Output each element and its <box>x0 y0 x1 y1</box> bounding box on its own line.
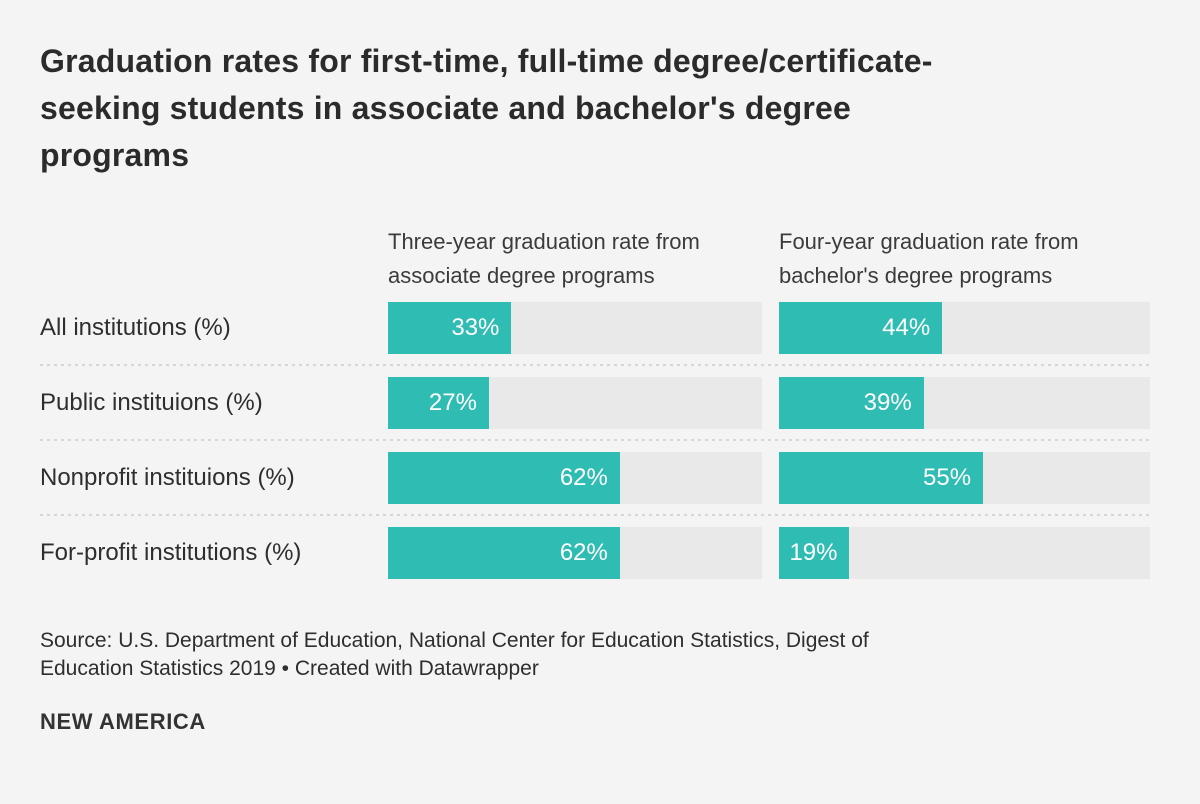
chart-title-line: seeking students in associate and bachel… <box>40 90 851 126</box>
column-header-bachelor: Four-year graduation rate from bachelor'… <box>779 229 1079 288</box>
chart-title-line: programs <box>40 137 190 173</box>
row-label: Nonprofit instituions (%) <box>40 464 295 491</box>
bar-track-associate: 27% <box>388 377 762 429</box>
chart-row: All institutions (%) 33% 44% <box>40 302 1150 354</box>
datawrapper-credit-link[interactable]: Created with Datawrapper <box>294 657 539 680</box>
bar-value-label: 62% <box>559 464 608 491</box>
row-label: Public instituions (%) <box>40 389 263 416</box>
bar-value-label: 62% <box>559 539 608 566</box>
chart-row: For-profit institutions (%) 62% 19% <box>40 527 1150 579</box>
bar-value-label: 44% <box>882 314 931 341</box>
source-line: Source: U.S. Department of Education, Na… <box>40 627 960 683</box>
bar-fill-associate: 27% <box>388 377 489 429</box>
bar-track-bachelor: 44% <box>779 302 1150 354</box>
row-label: For-profit institutions (%) <box>40 539 302 566</box>
chart-row: Public instituions (%) 27% 39% <box>40 377 1150 429</box>
bar-value-label: 19% <box>789 539 838 566</box>
chart-title: Graduation rates for first-time, full-ti… <box>40 38 1150 179</box>
bar-track-associate: 62% <box>388 527 762 579</box>
bar-fill-associate: 62% <box>388 452 620 504</box>
bar-track-associate: 62% <box>388 452 762 504</box>
bar-fill-bachelor: 19% <box>779 527 850 579</box>
column-header-associate: Three-year graduation rate from associat… <box>388 229 700 288</box>
column-header-spacer <box>40 225 371 293</box>
bullet-separator: • <box>281 657 290 680</box>
row-separator <box>40 439 1150 441</box>
new-america-logo: NEW AMERICA <box>40 709 206 734</box>
row-separator <box>40 364 1150 366</box>
chart-rows: All institutions (%) 33% 44% Public inst… <box>40 302 1150 579</box>
bar-value-label: 27% <box>428 389 477 416</box>
bar-fill-associate: 62% <box>388 527 620 579</box>
bar-track-associate: 33% <box>388 302 762 354</box>
chart-title-line: Graduation rates for first-time, full-ti… <box>40 43 933 79</box>
bar-value-label: 55% <box>923 464 972 491</box>
bar-value-label: 33% <box>451 314 500 341</box>
bar-track-bachelor: 39% <box>779 377 1150 429</box>
row-label: All institutions (%) <box>40 314 231 341</box>
bar-fill-bachelor: 44% <box>779 302 943 354</box>
bar-track-bachelor: 55% <box>779 452 1150 504</box>
bar-fill-bachelor: 39% <box>779 377 924 429</box>
row-separator <box>40 514 1150 516</box>
bar-fill-bachelor: 55% <box>779 452 984 504</box>
bar-value-label: 39% <box>863 389 912 416</box>
bar-track-bachelor: 19% <box>779 527 1150 579</box>
bar-fill-associate: 33% <box>388 302 512 354</box>
column-headers: Three-year graduation rate from associat… <box>40 225 1150 293</box>
chart-row: Nonprofit instituions (%) 62% 55% <box>40 452 1150 504</box>
source-text: Source: U.S. Department of Education, Na… <box>40 629 869 680</box>
